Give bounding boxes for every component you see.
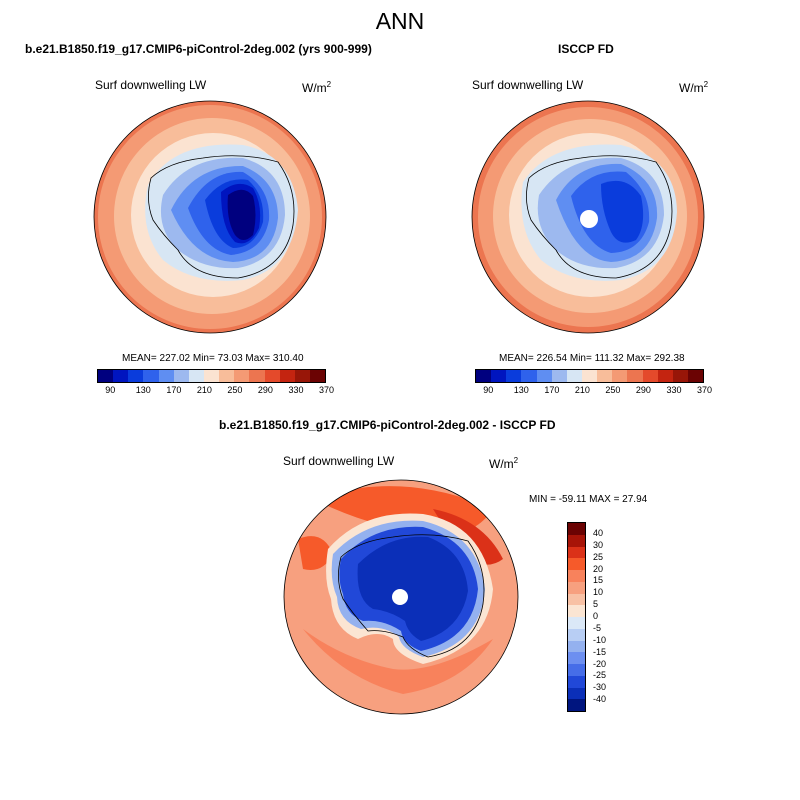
colorbar-swatch [158, 370, 174, 382]
colorbar-swatch [143, 370, 159, 382]
colorbar-swatch [128, 370, 144, 382]
colorbar-diff [567, 522, 586, 712]
colorbar-tick-label: 370 [319, 385, 335, 395]
colorbar-swatch [98, 370, 114, 382]
colorbar-swatch [113, 370, 129, 382]
colorbar-tick-label: 30 [593, 539, 604, 550]
colorbar-tick-label: 210 [574, 385, 590, 395]
colorbar-swatch [203, 370, 220, 382]
colorbar-swatch [219, 370, 235, 382]
panel-diff-stats: MIN = -59.11 MAX = 27.94 [529, 494, 648, 505]
colorbar-diff-labels: 40 30 25 20 15 10 5 0 -5 -10 -15 -20 -25 -30 -40 [593, 522, 633, 712]
colorbar-swatch [568, 687, 585, 700]
colorbar-tick-label: 90 [105, 385, 116, 395]
colorbar-tick-label: 250 [605, 385, 621, 395]
colorbar-tick-label: 330 [288, 385, 304, 395]
colorbar-swatch [581, 370, 598, 382]
colorbar-swatch [173, 370, 189, 382]
colorbar-tick-label: 130 [135, 385, 151, 395]
colorbar-swatch [672, 370, 688, 382]
colorbar-swatch [264, 370, 280, 382]
colorbar-tick-label: 210 [196, 385, 212, 395]
colorbar-swatch [279, 370, 295, 382]
colorbar-tick-label: 20 [593, 563, 604, 574]
panel-obs-units: W/m2 [679, 80, 709, 95]
map-model [93, 100, 327, 334]
colorbar-swatch [249, 370, 265, 382]
colorbar-tick-label: 290 [257, 385, 273, 395]
colorbar-swatch [568, 593, 585, 606]
colorbar-swatch [627, 370, 643, 382]
colorbar-swatch [657, 370, 673, 382]
colorbar-swatch [521, 370, 537, 382]
panel-model-title: b.e21.B1850.f19_g17.CMIP6-piControl-2deg… [25, 42, 372, 56]
colorbar-swatch [294, 370, 310, 382]
colorbar-obs-labels: 90 130 170 210 250 290 330 370 [475, 385, 712, 397]
colorbar-swatch [568, 546, 585, 559]
map-obs [471, 100, 705, 334]
colorbar-tick-label: 90 [483, 385, 494, 395]
colorbar-tick-label: 25 [593, 551, 604, 562]
panel-model-stats: MEAN= 227.02 Min= 73.03 Max= 310.40 [122, 353, 304, 364]
panel-diff-title: b.e21.B1850.f19_g17.CMIP6-piControl-2deg… [219, 418, 556, 432]
colorbar-tick-label: 130 [513, 385, 529, 395]
panel-obs-stats: MEAN= 226.54 Min= 111.32 Max= 292.38 [499, 353, 685, 364]
colorbar-swatch [568, 617, 585, 629]
colorbar-tick-label: 290 [635, 385, 651, 395]
colorbar-swatch [476, 370, 492, 382]
colorbar-swatch [568, 534, 585, 547]
colorbar-tick-label: -20 [593, 658, 607, 669]
colorbar-tick-label: 170 [166, 385, 182, 395]
colorbar-tick-label: -10 [593, 634, 607, 645]
colorbar-swatch [568, 581, 585, 594]
colorbar-tick-label: 5 [593, 599, 599, 610]
colorbar-swatch [568, 699, 585, 711]
colorbar-swatch [234, 370, 250, 382]
colorbar-swatch [309, 370, 326, 382]
panel-obs-variable: Surf downwelling LW [472, 78, 584, 92]
colorbar-swatch [568, 523, 585, 535]
colorbar-swatch [536, 370, 552, 382]
colorbar-tick-label: 0 [593, 611, 599, 621]
colorbar-tick-label: -5 [593, 622, 602, 633]
colorbar-tick-label: 170 [544, 385, 560, 395]
colorbar-tick-label: -30 [593, 682, 607, 693]
map-diff [283, 479, 519, 715]
colorbar-tick-label: 10 [593, 587, 604, 598]
colorbar-swatch [506, 370, 522, 382]
colorbar-swatch [568, 675, 585, 688]
colorbar-swatch [568, 640, 585, 653]
colorbar-tick-label: 370 [697, 385, 713, 395]
colorbar-swatch [568, 628, 585, 641]
panel-diff-units: W/m2 [489, 456, 519, 471]
colorbar-swatch [568, 558, 585, 570]
colorbar-swatch [642, 370, 658, 382]
colorbar-swatch [687, 370, 704, 382]
colorbar-tick-label: -40 [593, 694, 607, 705]
colorbar-swatch [568, 664, 585, 676]
colorbar-swatch [568, 570, 585, 582]
colorbar-swatch [491, 370, 507, 382]
colorbar-tick-label: -15 [593, 646, 607, 657]
panel-model-units: W/m2 [302, 80, 332, 95]
panel-obs-title: ISCCP FD [558, 42, 614, 56]
colorbar-swatch [568, 605, 585, 617]
colorbar-tick-label: 330 [666, 385, 682, 395]
colorbar-swatch [188, 370, 204, 382]
colorbar-model-labels: 90 130 170 210 250 290 330 370 [97, 385, 334, 397]
colorbar-model [97, 369, 326, 383]
colorbar-tick-label: -25 [593, 670, 607, 681]
colorbar-swatch [566, 370, 582, 382]
figure-title: ANN [375, 8, 425, 34]
colorbar-swatch [551, 370, 567, 382]
colorbar-tick-label: 40 [593, 527, 604, 538]
colorbar-swatch [568, 652, 585, 664]
colorbar-tick-label: 15 [593, 575, 604, 586]
colorbar-tick-label: 250 [227, 385, 243, 395]
colorbar-obs [475, 369, 704, 383]
colorbar-swatch [612, 370, 628, 382]
panel-diff-variable: Surf downwelling LW [283, 454, 395, 468]
colorbar-swatch [597, 370, 613, 382]
panel-model-variable: Surf downwelling LW [95, 78, 207, 92]
